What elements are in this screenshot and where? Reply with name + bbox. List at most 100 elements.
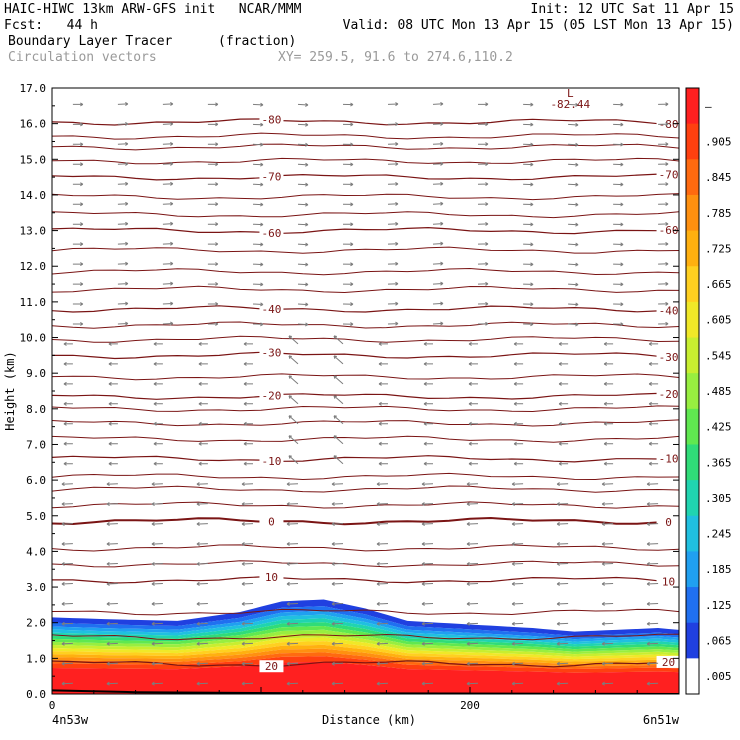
circulation-vector — [297, 302, 309, 307]
circulation-vector — [342, 322, 354, 327]
circulation-vector — [613, 142, 624, 147]
circulation-vector — [72, 162, 84, 167]
circulation-vector — [477, 142, 489, 147]
circulation-vector — [646, 641, 659, 646]
circulation-vector — [466, 641, 479, 646]
circulation-vector — [198, 441, 208, 446]
tracer-band — [52, 656, 679, 673]
temperature-contour — [52, 544, 679, 552]
circulation-vector — [61, 561, 73, 566]
circulation-vector — [646, 561, 659, 566]
circulation-vector — [568, 262, 579, 267]
colorbar-swatch — [686, 123, 699, 160]
circulation-vector — [648, 341, 659, 346]
circulation-vector — [207, 321, 219, 326]
circulation-vector — [151, 681, 163, 686]
circulation-vector — [468, 341, 478, 346]
colorbar-swatch — [686, 622, 699, 659]
colorbar-swatch — [686, 159, 699, 196]
circulation-vector — [477, 182, 489, 187]
circulation-vector — [252, 282, 264, 287]
circulation-vector — [423, 421, 433, 426]
field-units: (fraction) — [218, 34, 297, 49]
circulation-vector — [601, 581, 614, 586]
circulation-vector — [648, 441, 659, 446]
circulation-vector — [387, 181, 399, 186]
circulation-vector — [568, 202, 579, 207]
circulation-vector — [286, 581, 299, 586]
circulation-vector — [63, 401, 73, 406]
circulation-vector — [421, 502, 434, 507]
circulation-vector — [387, 161, 399, 166]
contour-label: -30 — [262, 347, 282, 360]
circulation-vector — [153, 341, 163, 346]
circulation-vector — [162, 101, 174, 106]
temperature-contour — [52, 419, 679, 427]
circulation-vector — [331, 641, 344, 646]
circulation-vector — [421, 482, 434, 487]
circulation-vector — [468, 401, 478, 406]
circulation-vector — [61, 502, 73, 507]
circulation-vector — [196, 502, 208, 507]
circulation-vector — [568, 182, 579, 187]
circulation-vector — [207, 122, 219, 127]
circulation-vector — [513, 421, 524, 426]
circulation-vector — [151, 581, 163, 586]
circulation-vector — [376, 561, 389, 566]
circulation-vector — [243, 341, 253, 346]
circulation-vector — [252, 142, 264, 147]
circulation-vector — [513, 401, 524, 406]
circulation-vector — [477, 162, 489, 167]
circulation-vector — [286, 641, 299, 646]
circulation-vector — [106, 621, 118, 626]
temperature-contour — [52, 633, 679, 641]
tracer-band — [52, 610, 679, 642]
circulation-vector — [556, 601, 569, 606]
circulation-vector — [297, 122, 309, 127]
temperature-contour — [52, 211, 679, 219]
circulation-vector — [613, 262, 624, 267]
model-title: HAIC-HIWC 13km ARW-GFS init NCAR/MMM — [4, 2, 302, 17]
circulation-vector — [378, 401, 388, 406]
circulation-vector — [151, 601, 163, 606]
circulation-vector — [513, 441, 524, 446]
circulation-vector — [286, 681, 299, 686]
contour-label-bg — [259, 454, 284, 467]
circulation-vector — [106, 641, 118, 646]
circulation-vector — [432, 201, 444, 206]
circulation-vector — [297, 182, 309, 187]
circulation-vector — [153, 401, 163, 406]
circulation-vector — [63, 441, 73, 446]
contour-label: -80 — [262, 114, 282, 127]
colorbar-label: .185 — [705, 563, 732, 576]
circulation-vector — [558, 461, 569, 466]
circulation-vector — [646, 541, 659, 546]
contour-label-bg — [259, 515, 284, 528]
y-tick-label: 7.0 — [26, 438, 46, 451]
temperature-contour — [52, 157, 679, 165]
circulation-vector — [297, 162, 309, 167]
contour-label-bg — [656, 224, 679, 237]
circulation-vector — [286, 502, 299, 507]
temperature-contour — [52, 226, 679, 235]
circulation-vector — [207, 281, 219, 286]
circulation-vector — [207, 242, 219, 247]
circulation-vector — [342, 202, 354, 207]
circulation-vector — [297, 282, 309, 287]
circulation-vector — [61, 601, 73, 606]
circulation-vector — [378, 441, 388, 446]
circulation-vector — [421, 601, 434, 606]
contour-label-bg — [259, 660, 284, 673]
circulation-vector — [556, 621, 569, 626]
colorbar-label: .545 — [705, 349, 732, 362]
circulation-vector — [658, 241, 669, 246]
circulation-vector — [658, 142, 669, 147]
field-name: Boundary Layer Tracer — [8, 34, 173, 49]
circulation-vector — [613, 282, 624, 287]
colorbar-swatch — [686, 266, 699, 303]
circulation-vector — [387, 201, 399, 206]
circulation-vector — [151, 502, 163, 507]
circulation-vector — [376, 502, 389, 507]
circulation-vector — [198, 461, 208, 466]
y-tick-label: 16.0 — [20, 118, 47, 131]
